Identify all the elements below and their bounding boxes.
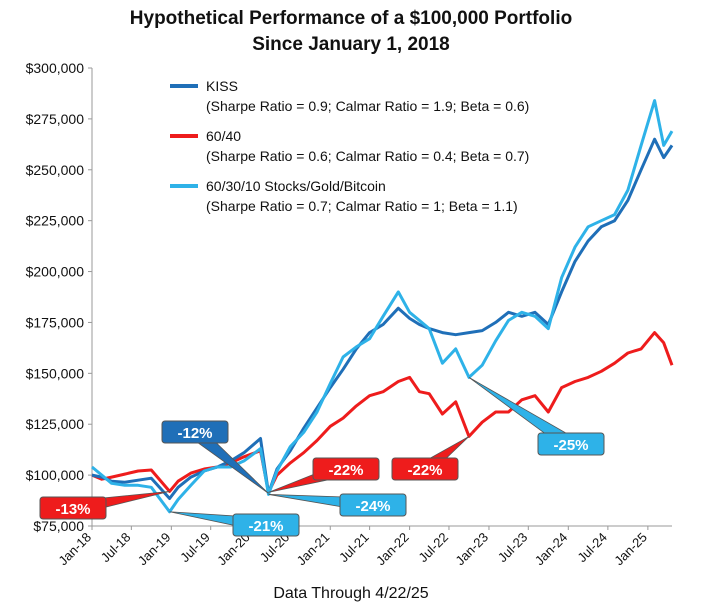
callout-label: -22% <box>407 462 442 479</box>
y-tick-label: $250,000 <box>26 162 85 178</box>
x-tick-label: Jul-19 <box>177 530 213 566</box>
callout-label: -22% <box>328 462 363 479</box>
y-tick-label: $150,000 <box>26 365 85 381</box>
y-tick-label: $100,000 <box>26 467 85 483</box>
x-tick-label: Jan-22 <box>373 530 412 569</box>
x-tick-label: Jul-18 <box>98 530 134 566</box>
legend-series-name: 60/30/10 Stocks/Gold/Bitcoin <box>206 178 386 194</box>
y-tick-label: $300,000 <box>26 60 85 76</box>
callout-box <box>232 513 300 537</box>
legend-series-name: KISS <box>206 78 238 94</box>
callout-label: -12% <box>177 425 212 442</box>
legend: KISS (Sharpe Ratio = 0.9; Calmar Ratio = … <box>170 78 529 214</box>
y-tick-label: $225,000 <box>26 213 85 229</box>
callout-label: -13% <box>55 501 90 518</box>
y-tick-label: $175,000 <box>26 314 85 330</box>
callout-label: -24% <box>355 498 390 515</box>
y-tick-label: $75,000 <box>33 518 84 534</box>
callout-box <box>161 420 229 444</box>
x-tick-label: Jul-22 <box>415 530 451 566</box>
x-tick-label: Jan-19 <box>135 530 174 569</box>
chart-title: Hypothetical Performance of a $100,000 P… <box>129 8 573 29</box>
legend-series-detail: (Sharpe Ratio = 0.6; Calmar Ratio = 0.4;… <box>206 148 529 164</box>
x-tick-label: Jan-21 <box>294 530 333 569</box>
x-tick-label: Jul-21 <box>336 530 372 566</box>
y-tick-label: $200,000 <box>26 264 85 280</box>
callout-box <box>312 457 380 481</box>
chart-subtitle: Since January 1, 2018 <box>252 34 450 55</box>
y-tick-label: $275,000 <box>26 111 85 127</box>
x-tick-label: Jan-25 <box>611 530 650 569</box>
series-line-60-30-10 <box>91 99 674 514</box>
series-line-60-40 <box>91 331 674 494</box>
series-line-kiss <box>91 137 674 500</box>
callout-label: -21% <box>248 518 283 535</box>
callout-box <box>537 432 605 456</box>
x-tick-label: Jul-24 <box>574 530 610 566</box>
callout-box <box>391 457 459 481</box>
callout-box <box>339 493 407 517</box>
chart-footer: Data Through 4/22/25 <box>273 585 429 602</box>
callout-box <box>39 496 107 520</box>
legend-series-detail: (Sharpe Ratio = 0.7; Calmar Ratio = 1; B… <box>206 198 518 214</box>
y-tick-label: $125,000 <box>26 416 85 432</box>
legend-series-detail: (Sharpe Ratio = 0.9; Calmar Ratio = 1.9;… <box>206 98 529 114</box>
x-tick-label: Jan-18 <box>55 530 94 569</box>
callout-label: -25% <box>553 437 588 454</box>
x-tick-label: Jan-23 <box>452 530 491 569</box>
x-tick-label: Jan-24 <box>532 530 571 569</box>
legend-series-name: 60/40 <box>206 128 241 144</box>
x-tick-label: Jul-23 <box>495 530 531 566</box>
